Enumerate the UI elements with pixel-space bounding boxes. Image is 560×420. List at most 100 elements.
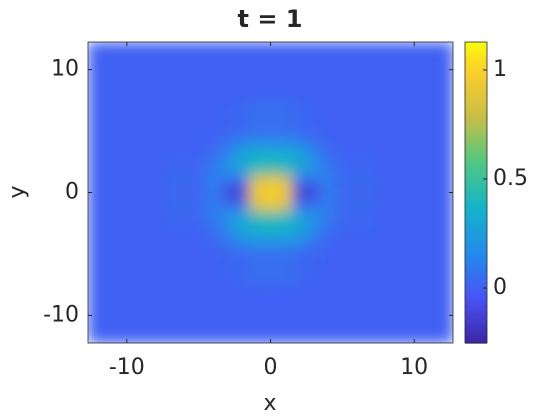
cell <box>220 235 236 249</box>
cell <box>234 223 250 236</box>
colorbar-swatch <box>465 62 487 66</box>
colorbar-swatch <box>465 280 487 284</box>
cell <box>320 42 336 101</box>
colorbar-swatch <box>465 169 487 174</box>
colorbar-swatch <box>465 195 487 199</box>
colorbar-swatch <box>465 210 487 214</box>
cell <box>306 198 322 212</box>
cell <box>234 198 250 212</box>
colorbar-swatch <box>465 307 487 311</box>
cell <box>220 149 236 163</box>
cell <box>277 210 293 224</box>
cell <box>248 161 264 175</box>
colorbar-swatch <box>465 267 487 271</box>
cell <box>335 210 379 224</box>
cell <box>320 210 336 224</box>
cell <box>205 149 221 163</box>
x-tick-label: 10 <box>400 355 428 380</box>
colorbar-swatch <box>465 297 487 301</box>
cell <box>335 284 379 343</box>
cell <box>88 210 164 224</box>
colorbar-swatch <box>465 119 487 123</box>
colorbar-swatch <box>465 189 487 194</box>
colorbar-swatch <box>465 325 487 329</box>
cell <box>234 284 250 343</box>
colorbar-swatch <box>465 137 487 141</box>
colorbar-swatch <box>465 215 487 219</box>
y-tick-label: 0 <box>65 180 79 205</box>
cell <box>277 198 293 212</box>
cell <box>88 186 164 200</box>
cell <box>335 161 379 175</box>
colorbar-swatch <box>465 82 487 86</box>
colorbar-swatch <box>465 92 487 96</box>
cell <box>162 198 207 212</box>
cell <box>335 174 379 187</box>
x-tick-label: 0 <box>264 355 278 380</box>
cell <box>248 149 264 163</box>
heatmap <box>88 42 453 343</box>
colorbar-swatch <box>465 129 487 133</box>
colorbar-swatch <box>465 104 487 108</box>
cell <box>234 42 250 101</box>
cell <box>335 235 379 249</box>
cell <box>277 223 293 236</box>
cell <box>205 284 221 343</box>
colorbar-swatch <box>465 162 487 166</box>
colorbar-swatch <box>465 142 487 146</box>
cell <box>234 210 250 224</box>
colorbar-swatch <box>465 212 487 216</box>
colorbar-swatch <box>465 300 487 304</box>
cell <box>234 149 250 163</box>
colorbar-swatch <box>465 312 487 317</box>
colorbar-swatch <box>465 327 487 332</box>
cell <box>263 174 279 187</box>
colorbar-swatch <box>465 112 487 116</box>
cell <box>162 210 207 224</box>
colorbar-swatch <box>465 260 487 264</box>
cell <box>88 137 164 150</box>
colorbar-swatch <box>465 287 487 291</box>
cell <box>234 186 250 200</box>
cell <box>335 186 379 200</box>
cell <box>248 42 264 101</box>
colorbar-swatch <box>465 147 487 151</box>
cell <box>277 174 293 187</box>
cell <box>248 223 264 236</box>
colorbar-swatch <box>465 127 487 131</box>
cell <box>234 161 250 175</box>
cell <box>306 186 322 200</box>
colorbar-swatch <box>465 44 487 48</box>
cell <box>306 223 322 236</box>
cell <box>292 247 307 286</box>
colorbar-swatch <box>465 102 487 106</box>
chart-title: t = 1 <box>238 5 303 33</box>
colorbar-tick-label: 0.5 <box>493 166 528 191</box>
colorbar-swatch <box>465 152 487 156</box>
cell <box>335 42 379 101</box>
cell <box>234 235 250 249</box>
cell <box>162 247 207 286</box>
colorbar-swatch <box>465 79 487 83</box>
colorbar-tick-label: 0 <box>493 275 507 300</box>
cell <box>277 284 293 343</box>
cell <box>263 137 279 150</box>
colorbar-swatch <box>465 69 487 73</box>
y-tick-label: 10 <box>51 57 79 82</box>
cell <box>277 100 293 138</box>
colorbar-swatch <box>465 275 487 279</box>
cell <box>234 100 250 138</box>
cell <box>277 137 293 150</box>
colorbar-swatch <box>465 154 487 158</box>
y-axis-label: y <box>5 185 30 198</box>
cell <box>88 235 164 249</box>
colorbar-swatch <box>465 97 487 101</box>
cell <box>88 198 164 212</box>
cell <box>220 247 236 286</box>
colorbar-swatch <box>465 205 487 209</box>
cell <box>205 247 221 286</box>
colorbar-swatch <box>465 272 487 276</box>
cell <box>263 100 279 138</box>
cell <box>292 210 307 224</box>
